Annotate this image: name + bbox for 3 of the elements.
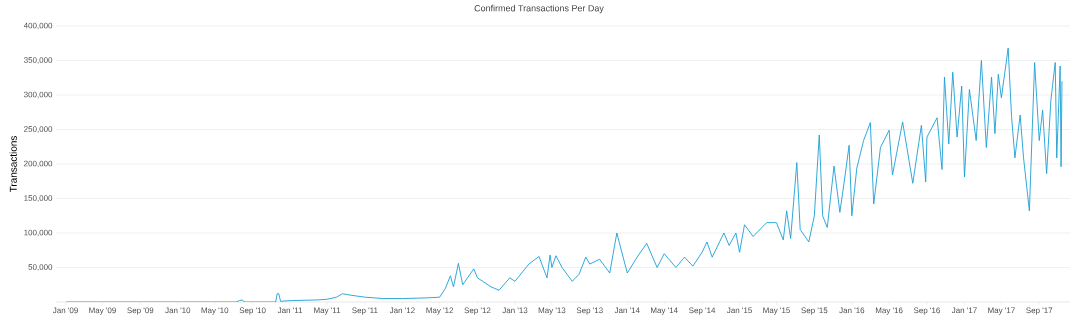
line-series [65,47,1063,302]
chart-title: Confirmed Transactions Per Day [474,4,604,14]
y-axis-title: Transactions [9,136,17,193]
